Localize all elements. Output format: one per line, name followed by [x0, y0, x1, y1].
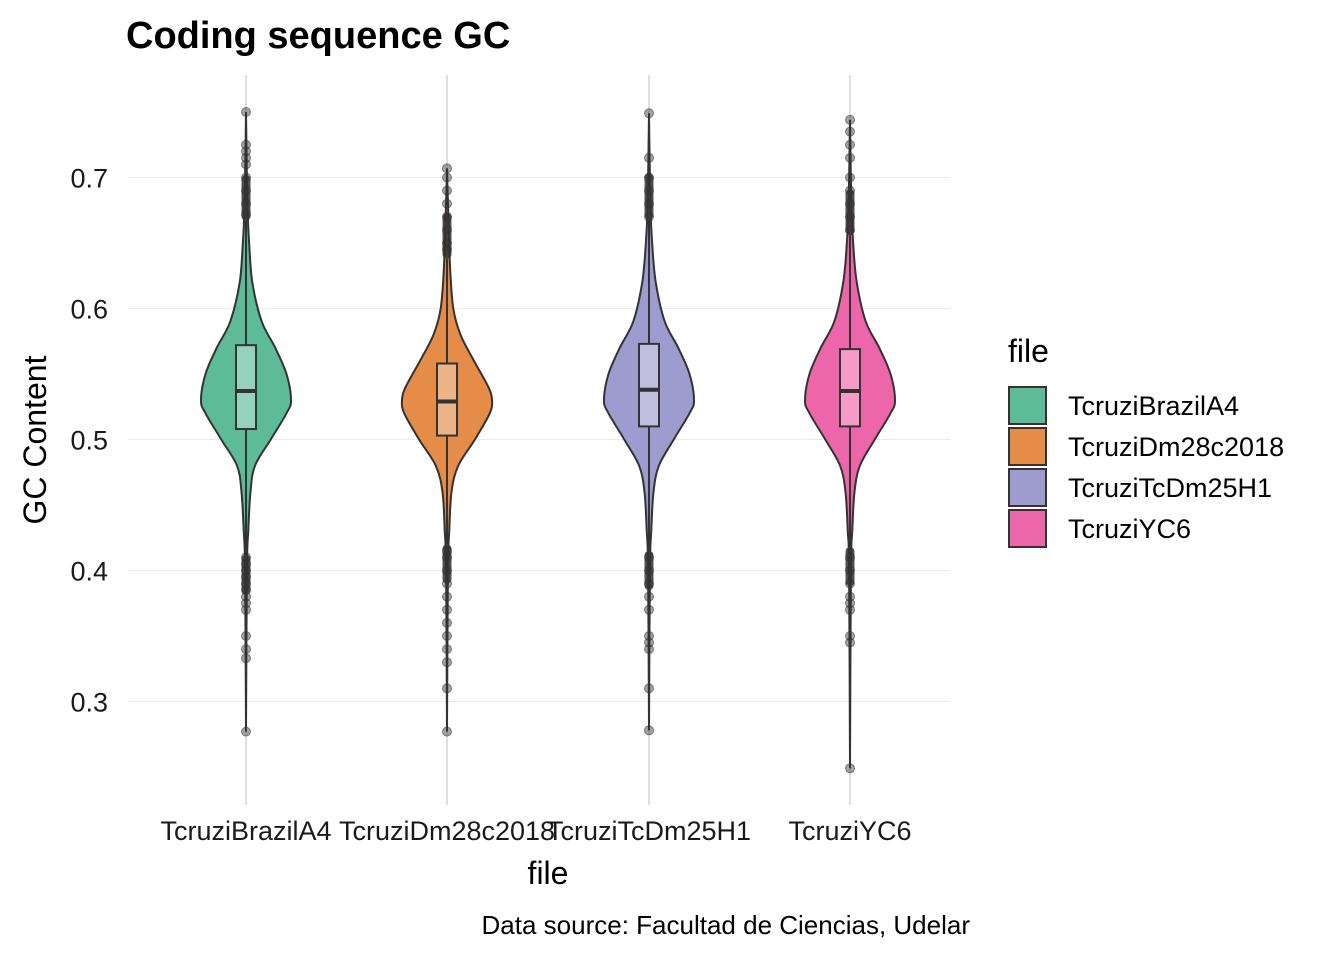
- legend-swatch: [1008, 468, 1047, 507]
- outlier-point: [644, 683, 654, 694]
- outlier-point: [644, 565, 654, 576]
- outlier-point: [442, 211, 452, 222]
- y-tick-label: 0.3: [70, 688, 108, 718]
- outlier-point: [442, 631, 452, 641]
- outlier-point: [644, 198, 654, 209]
- outlier-band-low: [845, 546, 855, 587]
- outlier-point: [442, 565, 452, 576]
- chart-title: Coding sequence GC: [126, 15, 510, 57]
- iqr-box: [235, 344, 257, 431]
- x-tick-label: TcruziBrazilA4: [160, 816, 331, 846]
- outlier-point: [442, 683, 452, 694]
- outlier-point: [241, 644, 251, 655]
- chart-caption: Data source: Facultad de Ciencias, Udela…: [482, 910, 971, 940]
- iqr-box: [839, 348, 861, 428]
- outlier-point: [442, 198, 452, 209]
- outlier-point: [241, 185, 251, 196]
- legend-swatch: [1008, 509, 1047, 548]
- outlier-point: [644, 185, 654, 196]
- outlier-point: [845, 591, 855, 602]
- outlier-point: [644, 725, 654, 736]
- outlier-point: [442, 604, 452, 615]
- legend: file TcruziBrazilA4 TcruziDm28c2018 Tcruzi…: [1008, 333, 1284, 548]
- y-tick-label: 0.6: [70, 295, 108, 325]
- outlier-point: [845, 152, 855, 163]
- x-tick-label: TcruziDm28c2018: [339, 816, 555, 846]
- legend-label: TcruziBrazilA4: [1068, 391, 1239, 421]
- outlier-point: [845, 172, 855, 183]
- outlier-point: [845, 211, 855, 222]
- violin-shape: [199, 111, 293, 732]
- outlier-band-low: [644, 550, 654, 591]
- violin-group: [602, 108, 696, 736]
- y-axis-title: GC Content: [17, 355, 53, 524]
- outlier-point: [442, 578, 452, 589]
- outlier-point: [442, 657, 452, 668]
- outlier-point: [442, 591, 452, 602]
- outlier-band-low: [241, 554, 251, 595]
- outlier-point: [442, 644, 452, 655]
- outlier-point: [241, 552, 251, 563]
- outlier-point: [241, 209, 251, 220]
- violin-shape: [602, 113, 696, 731]
- outlier-point: [644, 604, 654, 615]
- outlier-point: [845, 114, 855, 125]
- legend-label: TcruziTcDm25H1: [1068, 473, 1272, 503]
- outlier-point: [845, 224, 855, 235]
- outlier-point: [241, 139, 251, 150]
- outlier-point: [644, 152, 654, 163]
- outlier-point: [442, 163, 452, 174]
- outlier-point: [845, 198, 855, 209]
- outlier-point: [845, 565, 855, 576]
- outlier-point: [845, 139, 855, 150]
- violin-group: [803, 114, 897, 774]
- outlier-point: [241, 653, 251, 664]
- outlier-point: [241, 726, 251, 737]
- outlier-point: [644, 591, 654, 602]
- y-axis-ticks: 0.3 0.4 0.5 0.6 0.7: [70, 164, 108, 718]
- outlier-point: [241, 107, 251, 117]
- x-axis-ticks: TcruziBrazilA4 TcruziDm28c2018TcruziTcDm2…: [160, 816, 911, 846]
- outlier-point: [845, 578, 855, 589]
- legend-label: TcruziDm28c2018: [1068, 432, 1284, 462]
- outlier-point: [644, 172, 654, 183]
- y-tick-label: 0.7: [70, 164, 108, 194]
- outlier-point: [442, 238, 452, 248]
- outlier-point: [442, 617, 452, 628]
- violin-group: [199, 107, 293, 737]
- outlier-point: [442, 172, 452, 183]
- outlier-point: [845, 185, 855, 196]
- outlier-point: [442, 545, 452, 556]
- iqr-box: [638, 342, 660, 428]
- legend-title: file: [1008, 333, 1049, 369]
- legend-swatch: [1008, 386, 1047, 425]
- outlier-point: [644, 108, 654, 119]
- outlier-point: [442, 726, 452, 737]
- legend-label: TcruziYC6: [1068, 514, 1191, 544]
- y-tick-label: 0.4: [70, 557, 108, 587]
- x-tick-label: TcruziYC6: [788, 816, 911, 846]
- x-tick-label: TcruziTcDm25H1: [547, 816, 751, 846]
- outlier-point: [845, 126, 855, 137]
- y-tick-label: 0.5: [70, 426, 108, 456]
- outlier-point: [442, 185, 452, 196]
- outlier-point: [241, 198, 251, 209]
- outlier-point: [442, 224, 452, 235]
- outlier-point: [644, 211, 654, 222]
- violin-group: [400, 163, 494, 737]
- outlier-band-low: [442, 544, 452, 584]
- outlier-point: [644, 631, 654, 641]
- outlier-point: [241, 631, 251, 641]
- x-axis-title: file: [528, 855, 569, 891]
- violins-layer: [199, 107, 897, 774]
- legend-swatch: [1008, 427, 1047, 466]
- outlier-point: [241, 172, 251, 183]
- outlier-point: [644, 552, 654, 563]
- outlier-point: [845, 763, 855, 774]
- outlier-point: [845, 552, 855, 563]
- outlier-point: [644, 578, 654, 589]
- outlier-point: [845, 631, 855, 641]
